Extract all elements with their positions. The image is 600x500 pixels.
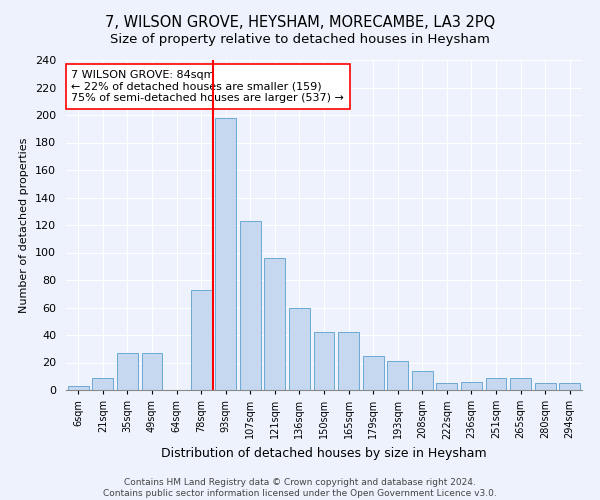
- Text: Size of property relative to detached houses in Heysham: Size of property relative to detached ho…: [110, 32, 490, 46]
- Bar: [535, 383, 556, 390]
- Bar: [510, 378, 531, 390]
- Bar: [314, 332, 334, 390]
- Bar: [289, 308, 310, 390]
- Bar: [215, 118, 236, 390]
- Bar: [240, 221, 261, 390]
- Y-axis label: Number of detached properties: Number of detached properties: [19, 138, 29, 312]
- Bar: [191, 290, 212, 390]
- Text: Contains HM Land Registry data © Crown copyright and database right 2024.
Contai: Contains HM Land Registry data © Crown c…: [103, 478, 497, 498]
- Bar: [559, 383, 580, 390]
- Bar: [387, 361, 408, 390]
- Bar: [68, 386, 89, 390]
- Bar: [142, 353, 163, 390]
- Bar: [265, 258, 286, 390]
- Bar: [92, 378, 113, 390]
- Bar: [485, 378, 506, 390]
- Text: 7, WILSON GROVE, HEYSHAM, MORECAMBE, LA3 2PQ: 7, WILSON GROVE, HEYSHAM, MORECAMBE, LA3…: [105, 15, 495, 30]
- Bar: [117, 353, 138, 390]
- Bar: [461, 382, 482, 390]
- Bar: [436, 383, 457, 390]
- Bar: [338, 332, 359, 390]
- Bar: [362, 356, 383, 390]
- X-axis label: Distribution of detached houses by size in Heysham: Distribution of detached houses by size …: [161, 447, 487, 460]
- Bar: [412, 371, 433, 390]
- Text: 7 WILSON GROVE: 84sqm
← 22% of detached houses are smaller (159)
75% of semi-det: 7 WILSON GROVE: 84sqm ← 22% of detached …: [71, 70, 344, 103]
